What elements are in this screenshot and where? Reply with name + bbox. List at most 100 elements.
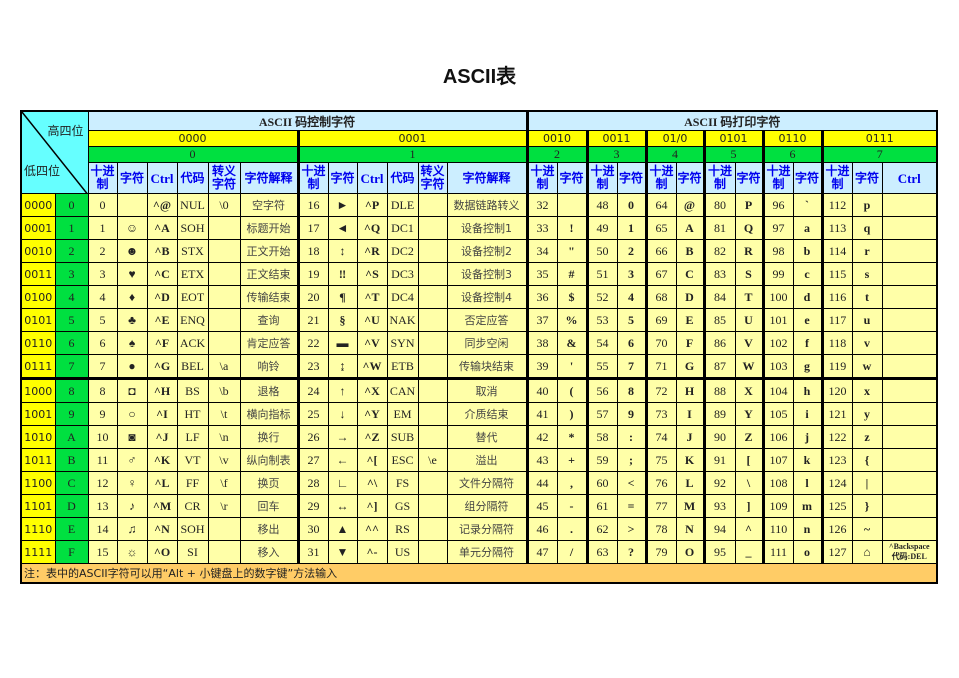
decimal-value: 10: [87, 425, 118, 449]
low-binary: 0100: [20, 285, 56, 309]
ctrl-key: ^S: [356, 262, 388, 286]
printable-char: d: [792, 285, 823, 309]
control-code: HT: [176, 402, 209, 426]
symbol-char: [116, 193, 148, 217]
decimal-value: 95: [702, 540, 736, 564]
decimal-value: 112: [820, 193, 853, 217]
low-hex: 1: [54, 216, 89, 240]
header-dec: 十进制: [702, 162, 736, 194]
decimal-value: 29: [296, 494, 329, 518]
decimal-value: 70: [644, 331, 677, 355]
symbol-char: ♠: [116, 331, 148, 355]
low-nibble-label: 低四位: [24, 164, 61, 178]
decimal-value: 79: [644, 540, 677, 564]
ctrl-del-cell: [881, 308, 938, 332]
escape-seq: [417, 216, 448, 240]
control-code: DC2: [386, 239, 419, 263]
table-row: 0000 0 0 ^@ NUL \0 空字符 16 ► ^P DLE 数据链路转义 32 48 0 64 @80…: [20, 193, 938, 217]
decimal-value: 92: [702, 471, 736, 495]
symbol-char: →: [327, 425, 358, 449]
symbol-char: ►: [327, 193, 358, 217]
decimal-value: 98: [761, 239, 794, 263]
decimal-value: 27: [296, 448, 329, 472]
symbol-char: ♪: [116, 494, 148, 518]
control-code: ETB: [386, 354, 419, 379]
ctrl-key: ^C: [146, 262, 178, 286]
control-code: CAN: [386, 377, 419, 403]
char-description: 数据链路转义: [446, 193, 528, 217]
escape-seq: [417, 471, 448, 495]
printable-char: }: [851, 494, 883, 518]
header-char: 字符: [734, 162, 764, 194]
group-binary: 0101: [702, 130, 764, 147]
ctrl-key: ^A: [146, 216, 178, 240]
low-hex: A: [54, 425, 89, 449]
printable-char: l: [792, 471, 823, 495]
symbol-char: ▬: [327, 331, 358, 355]
ctrl-key: ^P: [356, 193, 388, 217]
decimal-value: 0: [87, 193, 118, 217]
decimal-value: 62: [585, 517, 618, 541]
escape-seq: \n: [207, 425, 241, 449]
table-row: 1101 D 13 ♪ ^M CR \r 回车 29 ↔ ^] GS 组分隔符 45-61 = 77 M 93] 1…: [20, 494, 938, 518]
printable-char: t: [851, 285, 883, 309]
printable-char: p: [851, 193, 883, 217]
decimal-value: 46: [525, 517, 558, 541]
decimal-value: 77: [644, 494, 677, 518]
printable-char: ?: [616, 540, 647, 564]
escape-seq: [207, 285, 241, 309]
char-description: 响铃: [239, 354, 299, 379]
low-binary: 1100: [20, 471, 56, 495]
decimal-value: 76: [644, 471, 677, 495]
char-description: 设备控制3: [446, 262, 528, 286]
printable-char: ": [556, 239, 588, 263]
printable-char: T: [734, 285, 764, 309]
decimal-value: 64: [644, 193, 677, 217]
printable-char: ^: [734, 517, 764, 541]
decimal-value: 60: [585, 471, 618, 495]
ctrl-del-cell: [881, 285, 938, 309]
ctrl-key: ^G: [146, 354, 178, 379]
decimal-value: 96: [761, 193, 794, 217]
printable-char: ': [556, 354, 588, 379]
ctrl-key: ^W: [356, 354, 388, 379]
printable-char: 8: [616, 377, 647, 403]
char-description: 替代: [446, 425, 528, 449]
header-dec: 十进制: [761, 162, 794, 194]
printable-char: a: [792, 216, 823, 240]
decimal-value: 127: [820, 540, 853, 564]
low-binary: 1010: [20, 425, 56, 449]
char-description: 设备控制2: [446, 239, 528, 263]
ctrl-key: ^K: [146, 448, 178, 472]
table-row: 0001 1 1 ☺ ^A SOH 标题开始 17 ◄ ^Q DC1 设备控制1 33 ! 49 1 65 A 8…: [20, 216, 938, 240]
decimal-value: 100: [761, 285, 794, 309]
control-code: RS: [386, 517, 419, 541]
escape-seq: \t: [207, 402, 241, 426]
escape-seq: [417, 193, 448, 217]
control-code: BS: [176, 377, 209, 403]
decimal-value: 6: [87, 331, 118, 355]
printable-char: $: [556, 285, 588, 309]
decimal-value: 55: [585, 354, 618, 379]
printable-char: 3: [616, 262, 647, 286]
escape-seq: [207, 331, 241, 355]
printable-char: +: [556, 448, 588, 472]
group-number: 1: [296, 146, 528, 163]
decimal-value: 11: [87, 448, 118, 472]
printable-char: K: [675, 448, 705, 472]
escape-seq: \e: [417, 448, 448, 472]
low-hex: 6: [54, 331, 89, 355]
decimal-value: 13: [87, 494, 118, 518]
decimal-value: 66: [644, 239, 677, 263]
low-hex: D: [54, 494, 89, 518]
low-hex: 5: [54, 308, 89, 332]
decimal-value: 72: [644, 377, 677, 403]
table-row: 1011 B 11 ♂ ^K VT \v 纵向制表 27 ← ^[ESC \e 溢出 43 +59; 75 K 9…: [20, 448, 938, 472]
printable-char: @: [675, 193, 705, 217]
escape-seq: [207, 540, 241, 564]
ctrl-key: ^@: [146, 193, 178, 217]
char-description: 文件分隔符: [446, 471, 528, 495]
printable-char: Z: [734, 425, 764, 449]
char-description: 移出: [239, 517, 299, 541]
header-esc: 转义字符: [207, 162, 241, 194]
